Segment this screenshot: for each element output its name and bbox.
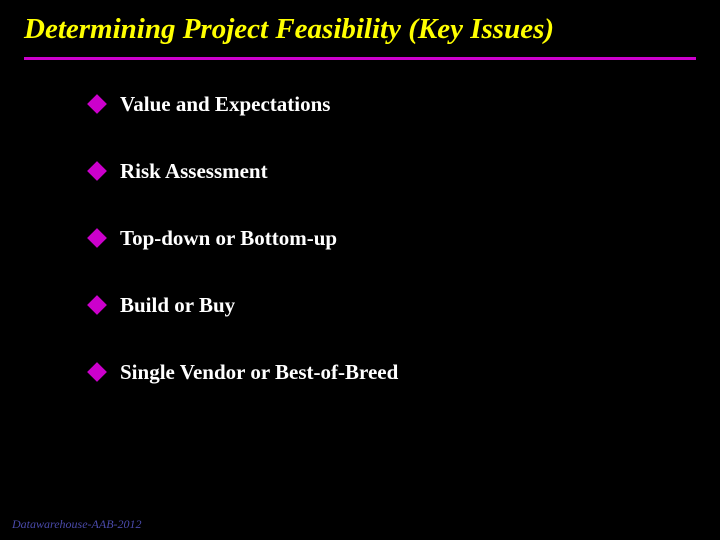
bullet-text: Top-down or Bottom-up bbox=[120, 226, 337, 251]
list-item: Value and Expectations bbox=[90, 92, 696, 117]
title-divider bbox=[24, 57, 696, 60]
slide-footer: Datawarehouse-AAB-2012 bbox=[12, 517, 142, 532]
bullet-text: Build or Buy bbox=[120, 293, 235, 318]
bullet-text: Value and Expectations bbox=[120, 92, 330, 117]
slide-title: Determining Project Feasibility (Key Iss… bbox=[24, 12, 696, 47]
list-item: Single Vendor or Best-of-Breed bbox=[90, 360, 696, 385]
list-item: Build or Buy bbox=[90, 293, 696, 318]
bullet-text: Risk Assessment bbox=[120, 159, 268, 184]
list-item: Top-down or Bottom-up bbox=[90, 226, 696, 251]
list-item: Risk Assessment bbox=[90, 159, 696, 184]
diamond-icon bbox=[87, 228, 107, 248]
diamond-icon bbox=[87, 295, 107, 315]
diamond-icon bbox=[87, 362, 107, 382]
diamond-icon bbox=[87, 94, 107, 114]
slide-container: Determining Project Feasibility (Key Iss… bbox=[0, 0, 720, 540]
bullet-text: Single Vendor or Best-of-Breed bbox=[120, 360, 398, 385]
diamond-icon bbox=[87, 161, 107, 181]
bullet-list: Value and Expectations Risk Assessment T… bbox=[24, 92, 696, 385]
